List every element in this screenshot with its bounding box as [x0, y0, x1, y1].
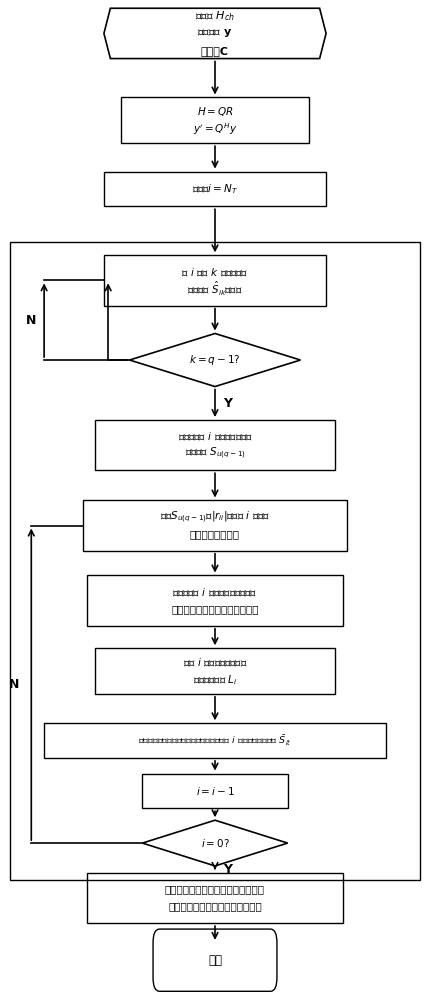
- Text: 接收向量 $\mathbf{y}$: 接收向量 $\mathbf{y}$: [197, 27, 233, 39]
- FancyBboxPatch shape: [95, 420, 335, 470]
- FancyBboxPatch shape: [83, 500, 347, 551]
- Text: $i=0?$: $i=0?$: [200, 837, 230, 849]
- Text: $H=QR$: $H=QR$: [197, 105, 233, 118]
- Text: $i=i-1$: $i=i-1$: [196, 785, 234, 797]
- Text: 初始化$i=N_T$: 初始化$i=N_T$: [192, 182, 238, 196]
- FancyBboxPatch shape: [121, 97, 309, 143]
- Text: 利用$S_{u(q-1)}$和$|r_{ii}|$进行第 $i$ 层检测: 利用$S_{u(q-1)}$和$|r_{ii}|$进行第 $i$ 层检测: [160, 509, 270, 525]
- FancyBboxPatch shape: [104, 172, 326, 206]
- Text: $k=q-1?$: $k=q-1?$: [189, 353, 241, 367]
- Text: N: N: [9, 678, 19, 691]
- FancyBboxPatch shape: [95, 648, 335, 694]
- Text: 确定的值 $S_{u(q-1)}$: 确定的值 $S_{u(q-1)}$: [184, 446, 246, 461]
- Text: $y'=Q^H y$: $y'=Q^H y$: [193, 121, 237, 137]
- Text: 的星座点进行自适应星座点优选: 的星座点进行自适应星座点优选: [171, 604, 259, 614]
- Text: 星座点的组合作为最终的检测结果: 星座点的组合作为最终的检测结果: [168, 902, 262, 912]
- Text: 将第 $i$ 层优选后的星座点: 将第 $i$ 层优选后的星座点: [183, 656, 247, 668]
- Text: Y: Y: [223, 863, 232, 876]
- Text: N: N: [26, 314, 37, 327]
- Bar: [10, 242, 420, 880]
- Text: 检测数据 $\hat{S}_{ik}$的确定: 检测数据 $\hat{S}_{ik}$的确定: [187, 280, 243, 298]
- FancyBboxPatch shape: [44, 723, 386, 758]
- Text: 第 $i$ 层第 $k$ 个调制子层: 第 $i$ 层第 $k$ 个调制子层: [181, 266, 249, 278]
- FancyBboxPatch shape: [142, 774, 288, 808]
- FancyBboxPatch shape: [87, 873, 343, 923]
- Text: 得到用于第 $i$ 层最终区域范围: 得到用于第 $i$ 层最终区域范围: [178, 430, 252, 442]
- FancyBboxPatch shape: [104, 255, 326, 306]
- Text: 星座点范围的确定: 星座点范围的确定: [190, 529, 240, 539]
- Text: 球半径C: 球半径C: [201, 46, 229, 56]
- FancyBboxPatch shape: [87, 575, 343, 626]
- Text: 结束: 结束: [208, 954, 222, 967]
- Text: 构成的集合记 $L_i$: 构成的集合记 $L_i$: [193, 673, 237, 687]
- Polygon shape: [104, 8, 326, 59]
- Text: 找出与接收向量距离最近的各层候选: 找出与接收向量距离最近的各层候选: [165, 884, 265, 894]
- Text: 对优选后的星座点进行球形算法的检测得第 $i$ 层候选星座点范围 $\bar{S}_{it}$: 对优选后的星座点进行球形算法的检测得第 $i$ 层候选星座点范围 $\bar{S…: [138, 733, 292, 748]
- Text: 对确定的第 $i$ 层检测星座点范围中: 对确定的第 $i$ 层检测星座点范围中: [172, 586, 258, 598]
- Polygon shape: [129, 333, 301, 387]
- FancyBboxPatch shape: [153, 929, 277, 991]
- Polygon shape: [142, 820, 288, 866]
- Text: 信道值 $H_{ch}$: 信道值 $H_{ch}$: [195, 9, 235, 23]
- Text: Y: Y: [223, 397, 232, 410]
